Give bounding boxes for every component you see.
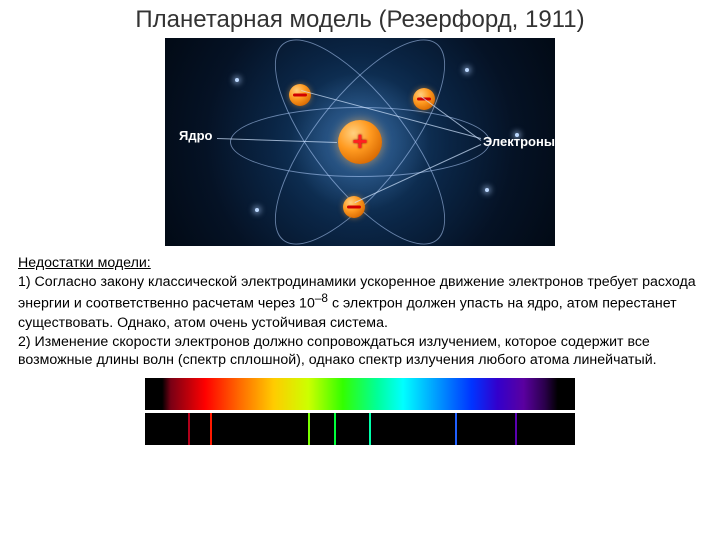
emission-line (188, 413, 190, 445)
nucleus-plus-icon: + (352, 126, 367, 157)
sparkle-icon (485, 188, 489, 192)
emission-line (515, 413, 517, 445)
emission-line (455, 413, 457, 445)
emission-spectrum (145, 413, 575, 445)
slide-title: Планетарная модель (Резерфорд, 1911) (0, 0, 720, 34)
drawbacks-heading: Недостатки модели: (18, 255, 151, 271)
body-text: Недостатки модели: 1) Согласно закону кл… (0, 246, 720, 370)
exponent: –8 (315, 291, 328, 305)
sparkle-icon (235, 78, 239, 82)
electrons-label: Электроны (483, 134, 555, 149)
atom-diagram: + Ядро Электроны (165, 38, 555, 246)
sparkle-icon (465, 68, 469, 72)
electron (289, 84, 311, 106)
sparkle-icon (255, 208, 259, 212)
continuous-spectrum (145, 378, 575, 410)
paragraph-2: 2) Изменение скорости электронов должно … (18, 334, 657, 369)
emission-line (369, 413, 371, 445)
spectrum-block (145, 378, 575, 445)
emission-line (308, 413, 310, 445)
nucleus-label: Ядро (179, 128, 212, 143)
emission-line (210, 413, 212, 445)
emission-line (334, 413, 336, 445)
